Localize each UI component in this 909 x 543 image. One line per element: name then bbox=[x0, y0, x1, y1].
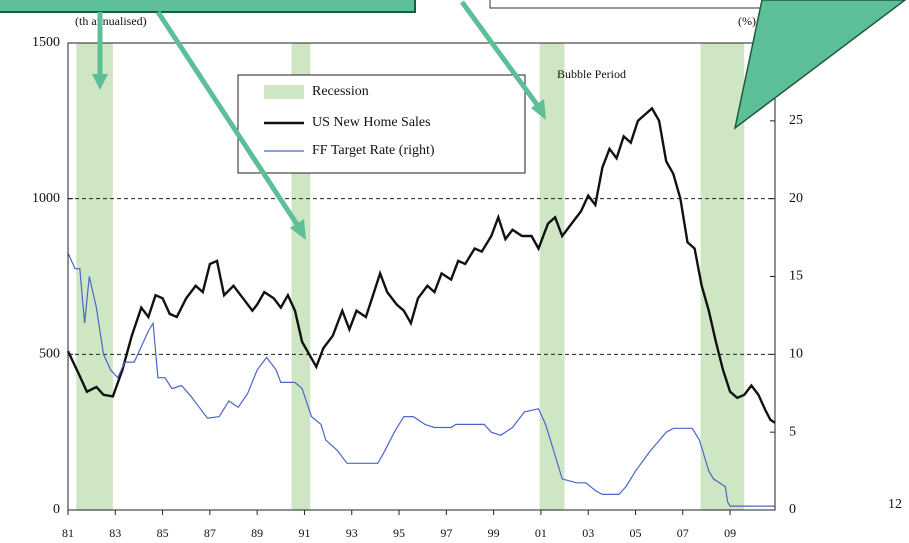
x-tick-label: 99 bbox=[488, 526, 500, 540]
x-tick-label: 85 bbox=[157, 526, 169, 540]
legend-label: Recession bbox=[312, 84, 369, 99]
y-tick-label: 1500 bbox=[32, 35, 60, 50]
arrow-head bbox=[531, 99, 546, 120]
legend-label: US New Home Sales bbox=[312, 115, 431, 130]
x-tick-label: 87 bbox=[204, 526, 216, 540]
x-tick-label: 95 bbox=[393, 526, 405, 540]
arrow bbox=[459, 0, 541, 108]
x-tick-label: 09 bbox=[724, 526, 736, 540]
y2-tick-label: 0 bbox=[789, 502, 796, 517]
arrow-head bbox=[92, 74, 108, 90]
x-tick-label: 05 bbox=[629, 526, 641, 540]
recession-band bbox=[539, 43, 565, 510]
x-tick-label: 91 bbox=[298, 526, 310, 540]
callout-box bbox=[489, 0, 801, 9]
lines bbox=[66, 106, 776, 507]
x-tick-label: 03 bbox=[582, 526, 594, 540]
x-tick-label: 81 bbox=[62, 526, 74, 540]
y2-tick-label: 20 bbox=[789, 191, 803, 206]
x-tick-label: 93 bbox=[346, 526, 358, 540]
y2-tick-label: 10 bbox=[789, 347, 803, 362]
series-line bbox=[67, 252, 775, 507]
grid bbox=[68, 198, 775, 355]
y2-unit-label: (%) bbox=[738, 14, 756, 28]
y-tick-label: 0 bbox=[53, 502, 60, 517]
y2-tick-label: 5 bbox=[789, 424, 796, 439]
page-number: 12 bbox=[888, 497, 902, 512]
y-unit-label: (th annualised) bbox=[75, 14, 147, 28]
x-tick-label: 89 bbox=[251, 526, 263, 540]
y2-tick-label: 15 bbox=[789, 269, 803, 284]
arrow bbox=[155, 10, 301, 228]
y-tick-label: 1000 bbox=[32, 191, 60, 206]
legend: Recession US New Home Sales FF Target Rate… bbox=[237, 74, 526, 174]
y-tick-label: 500 bbox=[39, 347, 60, 362]
legend-swatch bbox=[264, 85, 304, 99]
annotation: Bubble Period bbox=[557, 67, 626, 81]
x-tick-label: 83 bbox=[109, 526, 121, 540]
callout-pointer bbox=[733, 0, 907, 130]
y2-tick-label: 25 bbox=[789, 113, 803, 128]
legend-label: FF Target Rate (right) bbox=[312, 143, 435, 158]
series-line bbox=[66, 106, 776, 424]
arrows bbox=[92, 0, 546, 240]
x-tick-label: 97 bbox=[440, 526, 452, 540]
callout-box bbox=[0, 0, 416, 13]
x-tick-label: 01 bbox=[535, 526, 547, 540]
x-tick-label: 07 bbox=[677, 526, 689, 540]
recession-band bbox=[76, 43, 113, 510]
arrow-head bbox=[290, 219, 306, 240]
